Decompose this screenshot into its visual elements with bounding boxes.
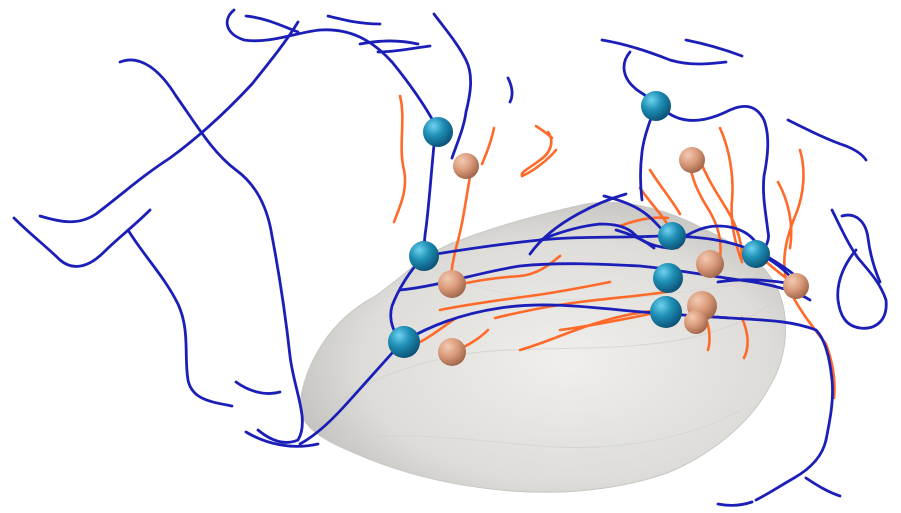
- orange-node[interactable]: [679, 147, 705, 173]
- orange-node[interactable]: [684, 310, 708, 334]
- blue-node[interactable]: [409, 241, 439, 271]
- blue-node[interactable]: [650, 296, 682, 328]
- blue-node[interactable]: [388, 326, 420, 358]
- orange-node[interactable]: [453, 153, 479, 179]
- orange-node[interactable]: [696, 250, 724, 278]
- orange-node[interactable]: [438, 338, 466, 366]
- blue-node[interactable]: [653, 263, 683, 293]
- orange-nodes: [438, 147, 809, 366]
- blue-node[interactable]: [641, 91, 671, 121]
- blue-node[interactable]: [658, 222, 686, 250]
- blue-node[interactable]: [742, 240, 770, 268]
- blue-nodes: [388, 91, 770, 358]
- surface-mesh: [299, 201, 786, 493]
- blue-fibers: [12, 8, 888, 507]
- blue-node[interactable]: [423, 117, 453, 147]
- orange-node[interactable]: [783, 273, 809, 299]
- orange-node[interactable]: [438, 270, 466, 298]
